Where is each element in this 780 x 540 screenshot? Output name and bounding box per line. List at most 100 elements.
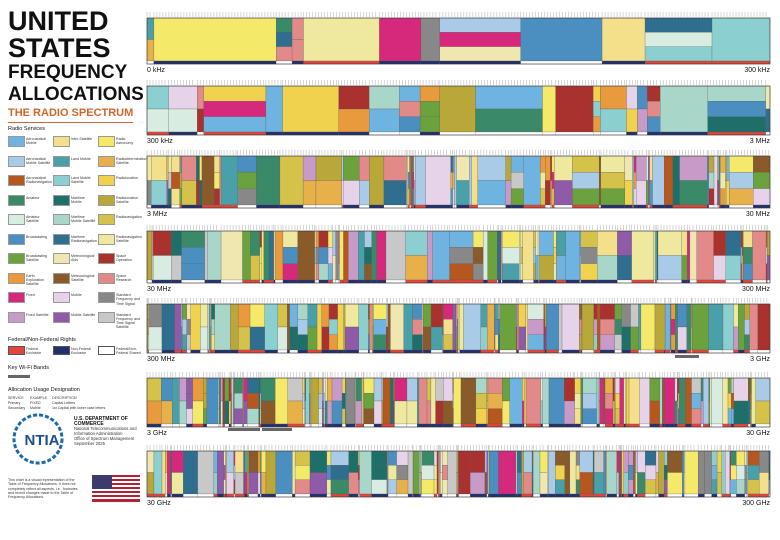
rights-strip [447, 493, 457, 498]
rights-strip [458, 349, 460, 354]
rights-strip [442, 349, 444, 354]
allocation-block [682, 450, 684, 495]
allocation-block [635, 472, 638, 495]
allocation-block [681, 230, 688, 256]
allocation-block [358, 465, 360, 480]
allocation-block [494, 303, 499, 320]
rights-strip [258, 423, 261, 428]
allocation-block [413, 155, 416, 181]
legend-label: Aeronautical Mobile [26, 137, 46, 146]
legend-label: Amateur Satellite [26, 215, 40, 224]
rights-strip [243, 423, 248, 428]
allocation-block [672, 155, 680, 206]
allocation-block [498, 303, 500, 320]
allocation-block [525, 377, 541, 425]
rights-strip [436, 493, 439, 498]
allocation-block [331, 377, 343, 402]
allocation-block [624, 180, 633, 206]
rights-strip [654, 349, 665, 354]
rights-strip [443, 349, 453, 354]
allocation-block [725, 180, 727, 206]
allocation-block [186, 393, 193, 409]
rights-strip [564, 423, 575, 428]
rights-strip [242, 423, 244, 428]
rights-strip [359, 493, 372, 498]
rights-strip [765, 279, 768, 284]
allocation-block [234, 472, 244, 495]
allocation-block [729, 465, 731, 480]
allocation-block [722, 377, 729, 425]
rights-strip [423, 349, 432, 354]
allocation-block [186, 334, 191, 351]
allocation-block [711, 465, 718, 480]
rights-strip [516, 349, 518, 354]
band-frame [146, 377, 771, 428]
allocation-block [372, 326, 374, 351]
rights-strip [321, 349, 330, 354]
rights-strip [630, 349, 639, 354]
rights-strip [531, 493, 534, 498]
rights-strip [233, 423, 235, 428]
rights-strip [345, 349, 359, 354]
allocation-block [691, 377, 702, 394]
allocation-block [579, 319, 582, 335]
allocation-block [488, 450, 490, 495]
allocation-block [393, 400, 395, 425]
allocation-block [579, 303, 582, 320]
allocation-block [716, 450, 722, 473]
rights-strip [213, 204, 220, 209]
rights-strip [452, 204, 455, 209]
rights-strip [382, 423, 391, 428]
rights-strip [494, 349, 496, 354]
rights-strip [460, 423, 477, 428]
allocation-block [276, 17, 293, 33]
rights-strip [546, 349, 559, 354]
allocation-block [368, 303, 370, 320]
legend-label: Meteorological Satellite [71, 273, 95, 282]
allocation-block [442, 450, 448, 466]
band-start: 3 MHz [147, 211, 168, 218]
rights-strip [498, 279, 502, 284]
rights-strip [146, 279, 153, 284]
allocation-block [211, 303, 215, 320]
allocation-block [207, 230, 222, 281]
rights-strip [225, 493, 227, 498]
allocation-block [419, 116, 440, 133]
allocation-block [733, 400, 749, 425]
rights-strip [199, 204, 203, 209]
allocation-block [403, 303, 413, 351]
allocation-block [489, 450, 499, 495]
allocation-block [179, 400, 187, 425]
wifi-band [228, 428, 243, 431]
rights-strip [581, 349, 595, 354]
allocation-block [708, 303, 724, 351]
allocation-block [407, 172, 410, 189]
allocation-block [509, 377, 523, 425]
rights-strip [472, 279, 484, 284]
legend-label: Radionavigation [116, 215, 142, 219]
allocation-block [730, 450, 737, 466]
rights-strip [509, 423, 523, 428]
allocation-block [302, 377, 305, 394]
rights-strip [726, 204, 730, 209]
legend-swatch [53, 214, 70, 225]
rights-strip [219, 204, 222, 209]
allocation-block [433, 450, 438, 466]
allocation-block [658, 450, 665, 495]
rights-strip [488, 493, 490, 498]
rights-strip [581, 423, 583, 428]
allocation-block [203, 116, 267, 133]
rights-strip [486, 493, 489, 498]
allocation-block [747, 479, 760, 495]
allocation-block [304, 377, 306, 402]
rights-strip [489, 493, 499, 498]
allocation-block [442, 465, 448, 480]
allocation-block [450, 188, 453, 206]
rights-strip [708, 423, 711, 428]
allocation-block [593, 101, 601, 117]
allocation-block [146, 85, 169, 110]
rights-strip [452, 349, 457, 354]
allocation-block [632, 155, 635, 206]
allocation-block [553, 230, 557, 248]
allocation-block [412, 188, 415, 206]
